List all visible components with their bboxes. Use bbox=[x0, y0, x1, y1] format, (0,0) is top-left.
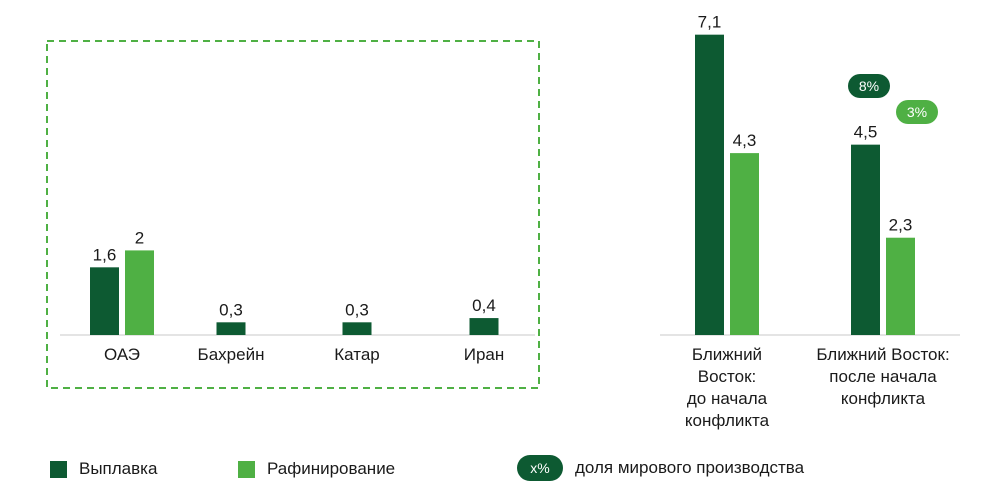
bar-value-3-0: 0,4 bbox=[472, 296, 496, 315]
category-label-5-2: конфликта bbox=[841, 389, 926, 408]
bar-2-0 bbox=[342, 322, 372, 335]
category-label-3-0: Иран bbox=[464, 345, 505, 364]
bar-value-1-0: 0,3 bbox=[219, 300, 243, 319]
bar-value-4-0: 7,1 bbox=[698, 13, 722, 32]
category-label-4-3: конфликта bbox=[685, 411, 770, 430]
bar-value-4-1: 4,3 bbox=[733, 131, 757, 150]
category-label-4-0: Ближний bbox=[692, 345, 762, 364]
bar-4-0 bbox=[695, 34, 724, 336]
highlight-frame bbox=[46, 40, 540, 389]
bar-5-0 bbox=[851, 144, 880, 335]
share-badge-text-1: 3% bbox=[907, 104, 927, 120]
share-badge-0 bbox=[848, 74, 890, 98]
share-badge-1 bbox=[896, 100, 938, 124]
category-label-4-2: до начала bbox=[687, 389, 768, 408]
bar-0-1 bbox=[125, 250, 154, 335]
category-label-5-0: Ближний Восток: bbox=[816, 345, 949, 364]
category-label-5-1: после начала bbox=[829, 367, 937, 386]
bar-value-0-1: 2 bbox=[135, 228, 144, 247]
share-badge-text-0: 8% bbox=[859, 78, 879, 94]
category-label-0-0: ОАЭ bbox=[104, 345, 140, 364]
bar-3-0 bbox=[469, 318, 499, 335]
category-label-4-1: Восток: bbox=[698, 367, 757, 386]
bar-value-2-0: 0,3 bbox=[345, 300, 369, 319]
bar-value-0-0: 1,6 bbox=[93, 245, 117, 264]
category-label-1-0: Бахрейн bbox=[198, 345, 265, 364]
bar-value-5-0: 4,5 bbox=[854, 123, 878, 142]
bar-1-0 bbox=[216, 322, 246, 335]
bar-5-1 bbox=[886, 237, 915, 335]
bar-0-0 bbox=[90, 267, 119, 335]
category-label-2-0: Катар bbox=[334, 345, 380, 364]
bar-4-1 bbox=[730, 153, 759, 335]
bar-value-5-1: 2,3 bbox=[889, 216, 913, 235]
